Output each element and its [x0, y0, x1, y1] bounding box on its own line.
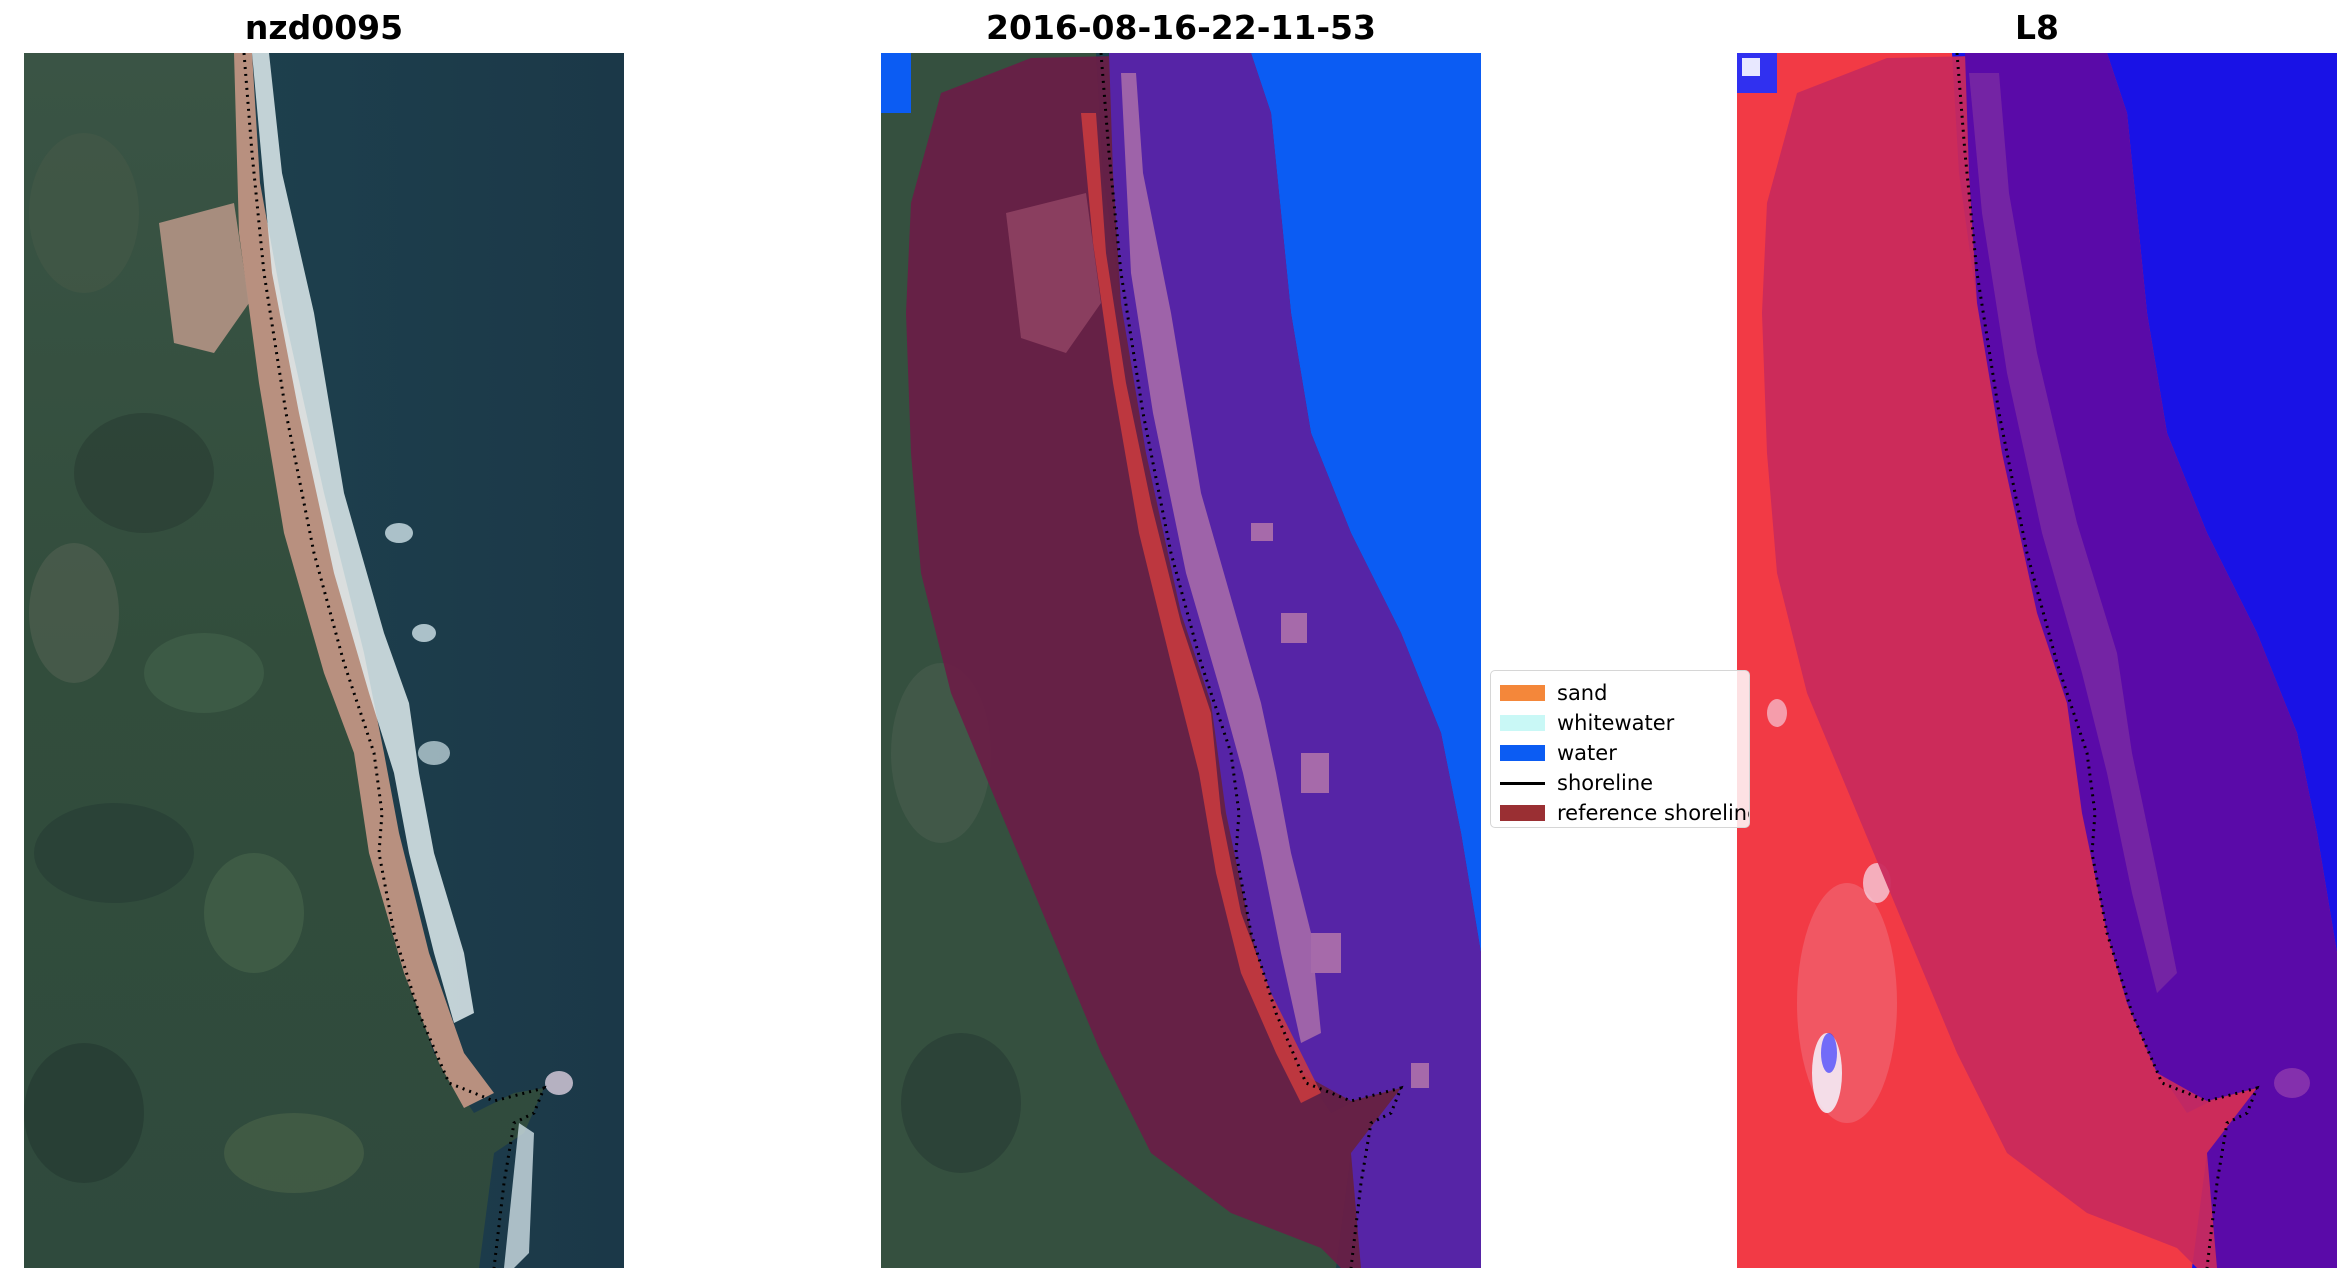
sand-swatch: [1500, 685, 1545, 701]
shoreline-line-icon: [1500, 782, 1545, 785]
panel-title-index: L8: [2015, 8, 2059, 47]
legend-entry-water: water: [1491, 735, 1749, 765]
legend-label-whitewater: whitewater: [1557, 711, 1675, 735]
panel-title-classification: 2016-08-16-22-11-53: [986, 8, 1376, 47]
legend-label-sand: sand: [1557, 681, 1608, 705]
legend-entry-whitewater: whitewater: [1491, 705, 1749, 735]
legend-entry-sand: sand: [1491, 675, 1749, 705]
water-swatch: [1500, 745, 1545, 761]
water-index-image: [1737, 53, 2337, 1268]
legend-entry-reference-shoreline: reference shoreline: [1491, 795, 1750, 825]
rgb-satellite-image: [24, 53, 624, 1268]
whitewater-swatch: [1500, 715, 1545, 731]
legend-label-water: water: [1557, 741, 1617, 765]
legend-label-reference-shoreline: reference shoreline: [1557, 801, 1750, 825]
panel-title-rgb: nzd0095: [244, 8, 404, 47]
legend: sand whitewater water shoreline referenc…: [1490, 670, 1750, 828]
legend-label-shoreline: shoreline: [1557, 771, 1654, 795]
classified-satellite-image: [881, 53, 1481, 1268]
legend-entry-shoreline: shoreline: [1491, 765, 1749, 795]
reference-shoreline-swatch: [1500, 805, 1545, 821]
